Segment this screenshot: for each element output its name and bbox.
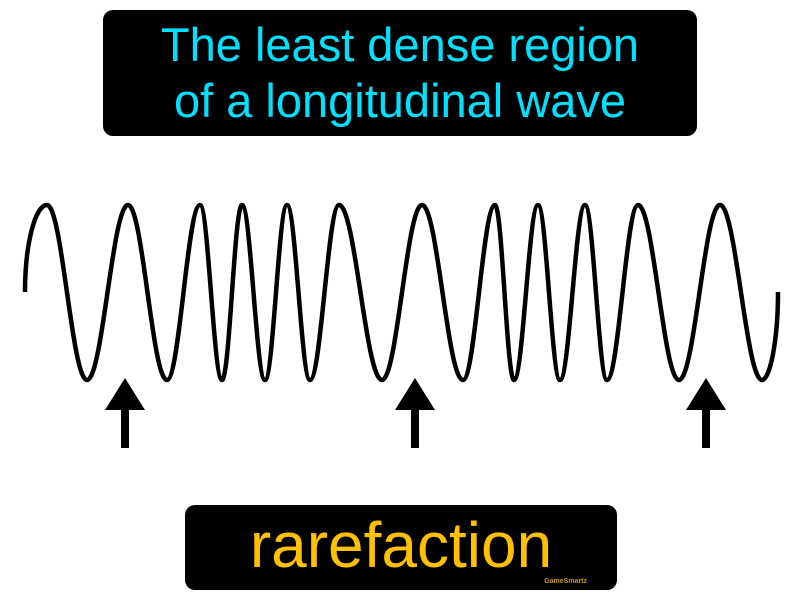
wave-line bbox=[22, 202, 781, 383]
term-label: rarefaction bbox=[249, 509, 553, 581]
arrow-up-icon bbox=[105, 378, 145, 448]
definition-line-1: The least dense region bbox=[160, 18, 640, 71]
definition-box: The least dense region of a longitudinal… bbox=[103, 10, 697, 136]
definition-line-2: of a longitudinal wave bbox=[173, 74, 627, 127]
watermark-logo: GameSmartz bbox=[544, 578, 587, 585]
arrow-up-icon bbox=[686, 378, 726, 448]
arrow-up-icon bbox=[395, 378, 435, 448]
term-box: rarefaction GameSmartz bbox=[185, 505, 617, 590]
